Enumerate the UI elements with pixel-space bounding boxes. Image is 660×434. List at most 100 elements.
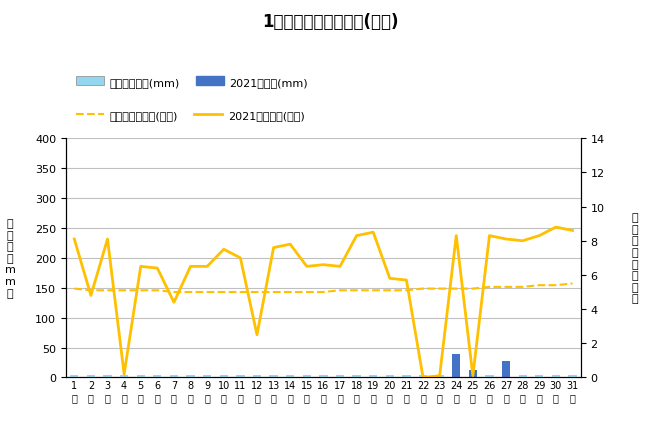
2021日照時間(時間) [502, 237, 510, 242]
日照時間平年値(時間) [568, 281, 576, 286]
2021日照時間(時間) [270, 245, 278, 250]
日照時間平年値(時間) [253, 290, 261, 295]
Bar [236, 375, 244, 378]
日照時間平年値(時間) [137, 288, 145, 293]
2021日照時間(時間) [319, 263, 327, 268]
日照時間平年値(時間) [519, 285, 527, 290]
日照時間平年値(時間) [153, 288, 161, 293]
2021日照時間(時間) [519, 239, 527, 244]
Bar [436, 377, 444, 378]
2021日照時間(時間) [87, 293, 95, 298]
2021日照時間(時間) [286, 242, 294, 247]
日照時間平年値(時間) [71, 286, 79, 292]
Bar [469, 375, 477, 378]
Bar [336, 375, 344, 378]
Bar [186, 375, 195, 378]
2021日照時間(時間) [469, 373, 477, 378]
2021日照時間(時間) [253, 332, 261, 338]
2021日照時間(時間) [403, 278, 411, 283]
Bar [104, 375, 112, 378]
Bar [519, 375, 527, 378]
Bar [220, 375, 228, 378]
Line: 日照時間平年値(時間): 日照時間平年値(時間) [75, 284, 572, 293]
Bar [153, 375, 162, 378]
2021日照時間(時間) [71, 237, 79, 242]
日照時間平年値(時間) [535, 283, 543, 288]
Bar [137, 375, 145, 378]
Bar [86, 375, 95, 378]
2021日照時間(時間) [535, 233, 543, 239]
Bar [170, 375, 178, 378]
2021日照時間(時間) [352, 233, 360, 239]
2021日照時間(時間) [203, 264, 211, 270]
日照時間平年値(時間) [336, 288, 344, 293]
日照時間平年値(時間) [502, 285, 510, 290]
日照時間平年値(時間) [270, 290, 278, 295]
Text: 1月降水量・日照時間(日別): 1月降水量・日照時間(日別) [262, 13, 398, 31]
日照時間平年値(時間) [369, 288, 377, 293]
2021日照時間(時間) [336, 264, 344, 270]
Bar [502, 361, 510, 378]
2021日照時間(時間) [568, 228, 576, 233]
Bar [535, 375, 543, 378]
日照時間平年値(時間) [436, 286, 444, 292]
Y-axis label: 日
照
時
間
（
時
間
）: 日 照 時 間 （ 時 間 ） [632, 213, 638, 304]
2021日照時間(時間) [486, 233, 494, 239]
日照時間平年値(時間) [386, 288, 394, 293]
Bar [552, 375, 560, 378]
2021日照時間(時間) [236, 256, 244, 261]
日照時間平年値(時間) [203, 290, 211, 295]
2021日照時間(時間) [120, 372, 128, 377]
Bar [269, 375, 278, 378]
日照時間平年値(時間) [486, 285, 494, 290]
Bar [253, 375, 261, 378]
Bar [485, 375, 494, 378]
Bar [568, 375, 577, 378]
2021日照時間(時間) [552, 225, 560, 230]
Bar [369, 375, 378, 378]
Bar [452, 354, 461, 378]
日照時間平年値(時間) [87, 288, 95, 293]
日照時間平年値(時間) [469, 286, 477, 292]
Line: 2021日照時間(時間): 2021日照時間(時間) [75, 227, 572, 378]
日照時間平年値(時間) [104, 288, 112, 293]
2021日照時間(時間) [220, 247, 228, 252]
日照時間平年値(時間) [236, 290, 244, 295]
Bar [452, 375, 461, 378]
日照時間平年値(時間) [403, 288, 411, 293]
2021日照時間(時間) [187, 264, 195, 270]
Bar [436, 375, 444, 378]
Bar [319, 375, 327, 378]
Bar [286, 375, 294, 378]
2021日照時間(時間) [104, 237, 112, 242]
2021日照時間(時間) [436, 373, 444, 378]
Legend: 日照時間平年値(時間), 2021日照時間(時間): 日照時間平年値(時間), 2021日照時間(時間) [71, 106, 309, 125]
2021日照時間(時間) [369, 230, 377, 235]
Y-axis label: 降
水
量
（
m
m
）: 降 水 量 （ m m ） [5, 219, 16, 298]
2021日照時間(時間) [170, 300, 178, 305]
Bar [502, 375, 510, 378]
Bar [403, 375, 411, 378]
日照時間平年値(時間) [220, 290, 228, 295]
2021日照時間(時間) [153, 266, 161, 271]
Bar [70, 375, 79, 378]
日照時間平年値(時間) [303, 290, 311, 295]
2021日照時間(時間) [303, 264, 311, 270]
日照時間平年値(時間) [286, 290, 294, 295]
2021日照時間(時間) [137, 264, 145, 270]
Bar [469, 370, 477, 378]
日照時間平年値(時間) [319, 290, 327, 295]
日照時間平年値(時間) [452, 286, 460, 292]
Bar [203, 375, 211, 378]
2021日照時間(時間) [419, 375, 427, 380]
Bar [303, 375, 311, 378]
Bar [385, 375, 394, 378]
日照時間平年値(時間) [120, 288, 128, 293]
Bar [419, 375, 427, 378]
Bar [352, 375, 361, 378]
日照時間平年値(時間) [419, 286, 427, 292]
2021日照時間(時間) [386, 276, 394, 281]
Bar [120, 375, 128, 378]
2021日照時間(時間) [452, 233, 460, 239]
日照時間平年値(時間) [352, 288, 360, 293]
